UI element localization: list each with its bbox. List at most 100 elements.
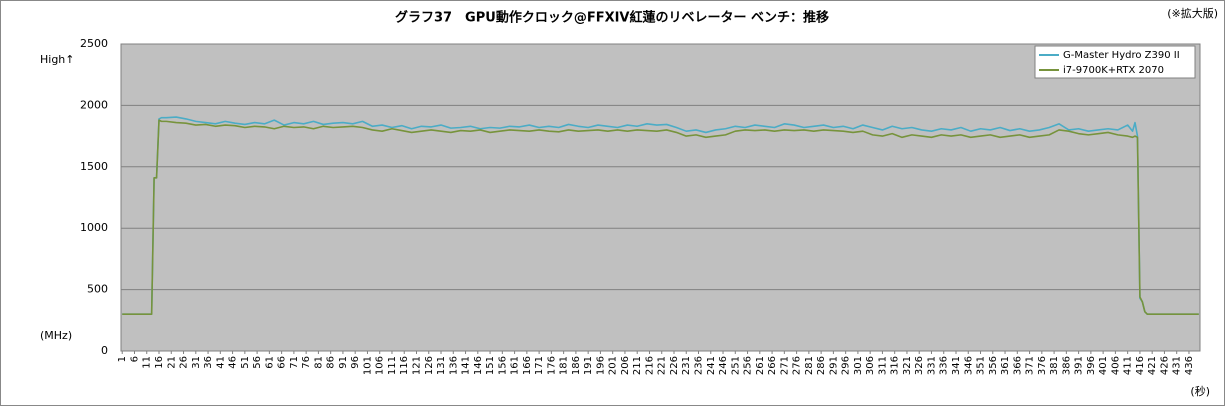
y-tick-label: 1000 (80, 221, 108, 234)
x-tick-label: 391 (1074, 356, 1085, 375)
x-tick-label: 176 (546, 356, 557, 375)
x-tick-label: 81 (313, 356, 324, 369)
x-tick-label: 371 (1025, 356, 1036, 375)
x-tick-label: 421 (1147, 356, 1158, 375)
x-tick-label: 316 (890, 356, 901, 375)
x-tick-label: 386 (1061, 356, 1072, 375)
x-tick-label: 431 (1172, 356, 1183, 375)
x-tick-label: 411 (1123, 356, 1134, 375)
chart-title: グラフ37 GPU動作クロック@FFXIV紅蓮のリベレーター ベンチ：推移 (395, 10, 829, 26)
x-tick-label: 136 (448, 356, 459, 375)
x-tick-label: 131 (436, 356, 447, 375)
legend-box (1034, 45, 1196, 79)
x-tick-label: 181 (559, 356, 570, 375)
x-tick-label: 361 (1000, 356, 1011, 375)
x-tick-label: 256 (743, 356, 754, 375)
x-tick-label: 106 (375, 356, 386, 375)
x-tick-label: 11 (142, 356, 153, 369)
x-tick-label: 206 (620, 356, 631, 375)
legend-label: i7-9700K+RTX 2070 (1063, 65, 1164, 76)
y-axis-label: (MHz) (40, 329, 72, 342)
plot-area (120, 43, 1201, 352)
x-tick-label: 146 (473, 356, 484, 375)
x-tick-label: 166 (522, 356, 533, 375)
x-tick-label: 31 (191, 356, 202, 369)
y-tick-label: 1500 (80, 160, 108, 173)
x-tick-label: 141 (461, 356, 472, 375)
x-tick-label: 426 (1159, 356, 1170, 375)
x-tick-label: 326 (914, 356, 925, 375)
y-tick-label: 2000 (80, 98, 108, 111)
x-tick-label: 46 (228, 356, 239, 369)
x-tick-label: 351 (976, 356, 987, 375)
x-tick-label: 241 (706, 356, 717, 375)
y-axis-note: High↑ (40, 53, 75, 66)
x-tick-label: 396 (1086, 356, 1097, 375)
x-tick-label: 271 (779, 356, 790, 375)
x-tick-label: 336 (939, 356, 950, 375)
x-tick-label: 341 (951, 356, 962, 375)
x-tick-label: 56 (252, 356, 263, 369)
x-tick-label: 281 (804, 356, 815, 375)
x-tick-label: 1 (117, 356, 128, 362)
x-tick-label: 121 (411, 356, 422, 375)
x-tick-label: 26 (179, 356, 190, 369)
x-tick-label: 161 (510, 356, 521, 375)
x-tick-label: 201 (608, 356, 619, 375)
x-tick-label: 76 (301, 356, 312, 369)
x-tick-label: 126 (424, 356, 435, 375)
x-tick-label: 6 (129, 356, 140, 362)
x-tick-label: 366 (1012, 356, 1023, 375)
x-tick-label: 401 (1098, 356, 1109, 375)
x-tick-label: 51 (240, 356, 251, 369)
x-tick-label: 186 (571, 356, 582, 375)
x-tick-label: 101 (362, 356, 373, 375)
x-tick-label: 151 (485, 356, 496, 375)
x-tick-label: 236 (694, 356, 705, 375)
x-tick-label: 291 (828, 356, 839, 375)
x-tick-label: 41 (215, 356, 226, 369)
x-tick-label: 331 (926, 356, 937, 375)
x-tick-label: 86 (326, 356, 337, 369)
x-tick-label: 231 (681, 356, 692, 375)
x-tick-label: 286 (816, 356, 827, 375)
x-tick-label: 221 (657, 356, 668, 375)
x-tick-label: 321 (902, 356, 913, 375)
x-tick-label: 171 (534, 356, 545, 375)
y-tick-label: 0 (101, 344, 108, 357)
x-tick-label: 66 (277, 356, 288, 369)
x-tick-label: 216 (644, 356, 655, 375)
x-tick-label: 156 (497, 356, 508, 375)
x-tick-label: 251 (730, 356, 741, 375)
x-tick-label: 36 (203, 356, 214, 369)
x-tick-label: 376 (1037, 356, 1048, 375)
x-tick-label: 111 (387, 356, 398, 375)
x-tick-label: 266 (767, 356, 778, 375)
x-tick-label: 211 (632, 356, 643, 375)
x-tick-label: 196 (595, 356, 606, 375)
x-tick-label: 276 (792, 356, 803, 375)
x-tick-label: 436 (1184, 356, 1195, 375)
x-tick-label: 226 (669, 356, 680, 375)
y-tick-label: 500 (87, 283, 108, 296)
legend-label: G-Master Hydro Z390 II (1063, 50, 1180, 61)
x-tick-label: 96 (350, 356, 361, 369)
series-line (122, 116, 1199, 315)
x-tick-label: 91 (338, 356, 349, 369)
x-tick-label: 16 (154, 356, 165, 369)
x-tick-label: 346 (963, 356, 974, 375)
x-axis-label: (秒) (1190, 384, 1210, 398)
x-tick-label: 311 (877, 356, 888, 375)
x-tick-label: 191 (583, 356, 594, 375)
subtitle: (※拡大版) (1167, 6, 1218, 20)
x-tick-label: 261 (755, 356, 766, 375)
x-tick-label: 61 (264, 356, 275, 369)
series-line (122, 119, 1199, 315)
x-tick-label: 356 (988, 356, 999, 375)
x-tick-label: 116 (399, 356, 410, 375)
x-tick-label: 381 (1049, 356, 1060, 375)
x-tick-label: 306 (865, 356, 876, 375)
x-tick-label: 406 (1110, 356, 1121, 375)
x-tick-label: 301 (853, 356, 864, 375)
